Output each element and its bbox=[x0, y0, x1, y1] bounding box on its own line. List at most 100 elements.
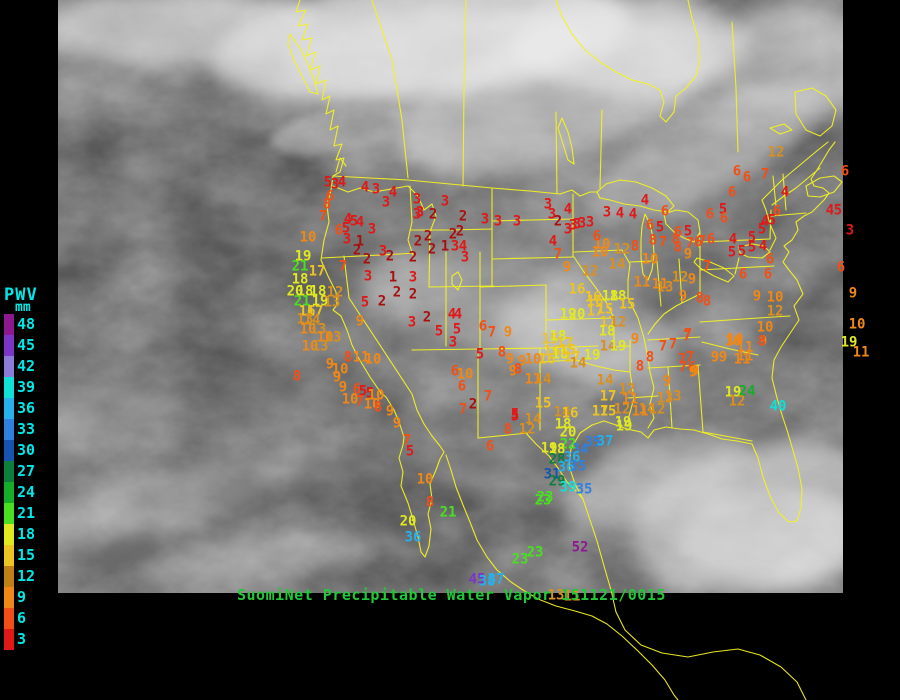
station-pwv-value: 10 bbox=[591, 244, 609, 261]
legend-entry: 48 bbox=[4, 314, 38, 335]
station-pwv-value: 10 bbox=[367, 387, 385, 404]
station-pwv-value: 20 bbox=[399, 513, 417, 530]
station-pwv-value: 35 bbox=[584, 434, 602, 451]
station-pwv-value: 23 bbox=[511, 551, 529, 568]
legend-value: 36 bbox=[17, 399, 36, 417]
station-pwv-value: 3 bbox=[408, 269, 418, 286]
station-pwv-value: 17 bbox=[306, 303, 324, 320]
legend-value: 27 bbox=[17, 462, 36, 480]
station-pwv-value: 2 bbox=[408, 249, 418, 266]
station-pwv-value: 19 bbox=[609, 338, 627, 355]
station-pwv-value: 23 bbox=[526, 544, 544, 561]
station-pwv-value: 5 bbox=[510, 406, 520, 423]
station-pwv-value: 13 bbox=[324, 329, 342, 346]
station-pwv-value: 3 bbox=[450, 238, 460, 255]
legend-entry: 36 bbox=[4, 398, 38, 419]
station-pwv-value: 8 bbox=[322, 196, 332, 213]
station-pwv-value: 7 bbox=[318, 208, 328, 225]
station-pwv-value: 23 bbox=[536, 489, 554, 506]
station-pwv-value: 12 bbox=[609, 314, 627, 331]
station-pwv-value: 8 bbox=[503, 421, 513, 438]
station-pwv-value: 12 bbox=[648, 401, 666, 418]
station-pwv-value: 5 bbox=[452, 321, 462, 338]
legend-swatch bbox=[4, 356, 14, 377]
station-pwv-value: 15 bbox=[596, 301, 614, 318]
station-pwv-value: 31 bbox=[543, 466, 561, 483]
station-pwv-value: 1 bbox=[440, 238, 450, 255]
station-pwv-value: 36 bbox=[563, 449, 581, 466]
station-pwv-value: 39 bbox=[559, 479, 577, 496]
station-pwv-value: 10 bbox=[726, 331, 744, 348]
station-pwv-value: 22 bbox=[559, 436, 577, 453]
station-pwv-value: 5 bbox=[475, 346, 485, 363]
station-pwv-value: 6 bbox=[660, 203, 670, 220]
station-pwv-value: 16 bbox=[584, 289, 602, 306]
station-pwv-value: 13 bbox=[296, 311, 314, 328]
station-pwv-value: 10 bbox=[299, 321, 317, 338]
station-pwv-value: 7 bbox=[355, 393, 365, 410]
station-pwv-value: 9 bbox=[752, 288, 762, 305]
station-pwv-value: 6 bbox=[732, 163, 742, 180]
coastline-gulf-east bbox=[524, 141, 836, 700]
station-pwv-value: 6 bbox=[325, 188, 335, 205]
station-pwv-value: 7 bbox=[678, 359, 688, 376]
station-pwv-value: 14 bbox=[608, 256, 626, 273]
station-pwv-value: 8 bbox=[673, 239, 683, 256]
station-pwv-value: 4 bbox=[760, 213, 770, 230]
station-pwv-value: 2 bbox=[413, 233, 423, 250]
station-pwv-value: 3 bbox=[412, 191, 422, 208]
station-pwv-value: 18 bbox=[554, 416, 572, 433]
legend-value: 24 bbox=[17, 483, 36, 501]
station-pwv-value: 5 bbox=[323, 174, 333, 191]
station-pwv-value: 12 bbox=[618, 381, 636, 398]
station-pwv-value: 5 bbox=[683, 223, 693, 240]
station-pwv-value: 6 bbox=[645, 217, 655, 234]
station-pwv-value: 19 bbox=[840, 334, 858, 351]
legend-value: 3 bbox=[17, 630, 27, 648]
station-pwv-value: 9 bbox=[562, 259, 572, 276]
station-pwv-value: 4 bbox=[758, 238, 768, 255]
station-pwv-value: 15 bbox=[534, 395, 552, 412]
station-pwv-value: 8 bbox=[343, 349, 353, 366]
station-pwv-value: 5 bbox=[365, 385, 375, 402]
legend-scale: 48 45 42 39 36 33 30 27 24 21 18 15 12 9 6 3 bbox=[4, 314, 38, 650]
station-pwv-value: 15 bbox=[599, 403, 617, 420]
legend-swatch bbox=[4, 419, 14, 440]
station-pwv-value: 6 bbox=[705, 206, 715, 223]
station-pwv-value: 3 bbox=[412, 206, 422, 223]
station-pwv-value: 9 bbox=[392, 415, 402, 432]
station-pwv-value: 8 bbox=[671, 231, 681, 248]
station-pwv-value: 10 bbox=[766, 289, 784, 306]
station-pwv-value: 13 bbox=[656, 390, 674, 407]
station-pwv-value: 3 bbox=[415, 204, 425, 221]
station-pwv-value: 2 bbox=[385, 248, 395, 265]
station-pwv-value: 16 bbox=[586, 293, 604, 310]
station-pwv-value: 11 bbox=[633, 274, 651, 291]
station-pwv-value: 38 bbox=[478, 573, 496, 590]
station-pwv-value: 5 bbox=[434, 323, 444, 340]
station-pwv-value: 9 bbox=[718, 349, 728, 366]
station-pwv-value: 19 bbox=[540, 440, 558, 457]
station-pwv-value: 9 bbox=[688, 364, 698, 381]
station-pwv-value: 19 bbox=[583, 347, 601, 364]
station-pwv-value: 16 bbox=[538, 351, 556, 368]
legend-entry: 45 bbox=[4, 335, 38, 356]
station-pwv-value: 3 bbox=[460, 249, 470, 266]
station-pwv-value: 5 bbox=[833, 202, 843, 219]
station-pwv-value: 9 bbox=[683, 246, 693, 263]
station-pwv-value: 6 bbox=[334, 222, 344, 239]
station-pwv-value: 8 bbox=[635, 358, 645, 375]
station-pwv-value: 2 bbox=[448, 226, 458, 243]
legend-swatch bbox=[4, 461, 14, 482]
legend-entry: 33 bbox=[4, 419, 38, 440]
station-pwv-value: 8 bbox=[373, 399, 383, 416]
station-pwv-value: 6 bbox=[687, 359, 697, 376]
station-pwv-value: 9 bbox=[678, 288, 688, 305]
station-pwv-value: 10 bbox=[316, 329, 334, 346]
station-pwv-value: 7 bbox=[487, 324, 497, 341]
station-pwv-value: 3 bbox=[440, 193, 450, 210]
station-pwv-value: 9 bbox=[325, 356, 335, 373]
station-pwv-value: 18 bbox=[291, 271, 309, 288]
station-pwv-value: 15 bbox=[559, 342, 577, 359]
station-pwv-value: 6 bbox=[840, 163, 850, 180]
